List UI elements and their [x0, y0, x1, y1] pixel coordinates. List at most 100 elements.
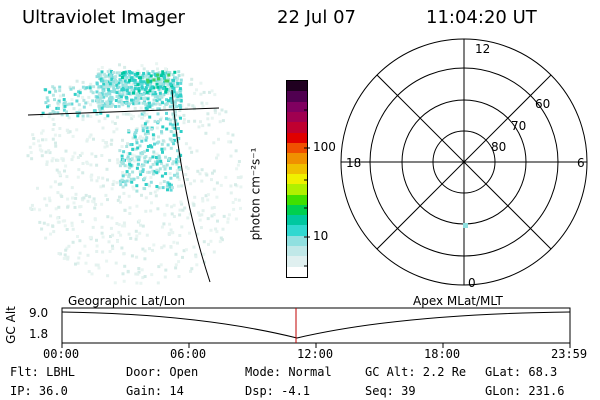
background-speckle [141, 224, 145, 228]
emission-speckle [142, 111, 146, 115]
emission-hotspot [145, 90, 149, 94]
background-speckle [218, 240, 222, 244]
background-speckle [89, 82, 93, 86]
emission-speckle [127, 129, 131, 132]
emission-speckle [134, 102, 138, 106]
emission-hotspot [159, 85, 163, 89]
background-speckle [201, 199, 205, 203]
emission-speckle [156, 158, 160, 162]
emission-speckle [153, 160, 157, 164]
emission-speckle [161, 139, 165, 143]
background-speckle [111, 244, 114, 248]
background-speckle [150, 273, 154, 277]
emission-speckle [149, 180, 153, 184]
emission-speckle [125, 145, 129, 148]
emission-speckle [129, 143, 133, 147]
background-speckle [157, 135, 160, 139]
background-speckle [73, 151, 77, 155]
background-speckle [106, 198, 109, 202]
emission-speckle [179, 93, 183, 97]
emission-speckle [173, 126, 177, 130]
background-speckle [181, 73, 185, 77]
background-speckle [31, 133, 35, 137]
background-speckle [70, 98, 74, 102]
background-speckle [156, 207, 160, 211]
color-scale-segment [287, 246, 307, 257]
emission-speckle [155, 168, 159, 172]
emission-speckle [163, 167, 167, 171]
emission-speckle [123, 79, 127, 83]
color-scale-segment [287, 266, 307, 277]
background-speckle [189, 269, 193, 273]
emission-speckle [147, 92, 151, 96]
emission-speckle [131, 170, 135, 174]
emission-speckle [119, 183, 123, 187]
emission-hotspot [131, 78, 135, 82]
color-scale-segment [287, 204, 307, 216]
emission-hotspot [121, 87, 125, 91]
background-speckle [207, 123, 211, 127]
background-speckle [136, 272, 140, 276]
background-speckle [63, 224, 67, 228]
background-speckle [142, 67, 146, 71]
background-speckle [206, 198, 210, 202]
emission-speckle [127, 173, 131, 176]
background-speckle [126, 142, 129, 146]
emission-speckle [112, 84, 115, 88]
emission-hotspot [150, 86, 154, 90]
background-speckle [156, 67, 159, 71]
background-speckle [226, 220, 230, 224]
emission-speckle [48, 90, 52, 94]
background-speckle [131, 82, 135, 86]
background-speckle [116, 240, 119, 243]
mlt-label-18: 18 [346, 156, 362, 170]
emission-peak [164, 79, 168, 83]
emission-peak [166, 79, 170, 83]
emission-speckle [171, 162, 175, 166]
emission-speckle [41, 111, 45, 115]
background-speckle [104, 193, 108, 197]
background-speckle [211, 171, 214, 175]
emission-speckle [179, 99, 183, 102]
emission-speckle [107, 92, 111, 96]
background-speckle [56, 103, 60, 107]
background-speckle [210, 214, 214, 218]
background-speckle [140, 124, 144, 128]
emission-speckle [174, 93, 178, 97]
background-speckle [105, 167, 109, 171]
background-speckle [180, 202, 184, 206]
emission-speckle [165, 127, 169, 131]
background-speckle [118, 63, 121, 67]
diag-line [376, 74, 552, 250]
emission-speckle [44, 88, 48, 92]
emission-speckle [72, 86, 75, 90]
emission-speckle [143, 124, 147, 128]
emission-speckle [135, 166, 139, 170]
emission-speckle [112, 71, 115, 74]
emission-hotspot [133, 87, 137, 91]
background-speckle [44, 236, 48, 240]
emission-speckle [123, 180, 127, 184]
emission-speckle [161, 77, 165, 81]
background-speckle [103, 117, 107, 121]
background-speckle [224, 175, 228, 179]
emission-speckle [160, 174, 164, 178]
background-speckle [180, 184, 184, 188]
background-speckle [237, 198, 241, 202]
emission-hotspot [154, 73, 158, 77]
background-speckle [185, 178, 189, 181]
background-speckle [108, 78, 112, 82]
background-speckle [32, 142, 36, 146]
app-title: Ultraviolet Imager [22, 7, 185, 28]
status-seq: Seq: 39 [365, 384, 416, 398]
background-speckle [135, 234, 139, 238]
emission-speckle [136, 81, 140, 85]
emission-speckle [174, 133, 178, 137]
lat-label-60: 60 [535, 97, 551, 111]
emission-speckle [158, 118, 162, 122]
emission-speckle [121, 85, 125, 89]
emission-speckle [174, 160, 178, 164]
background-speckle [237, 160, 241, 163]
time-tick-2359: 23:59 [551, 347, 588, 361]
emission-speckle [131, 98, 135, 102]
